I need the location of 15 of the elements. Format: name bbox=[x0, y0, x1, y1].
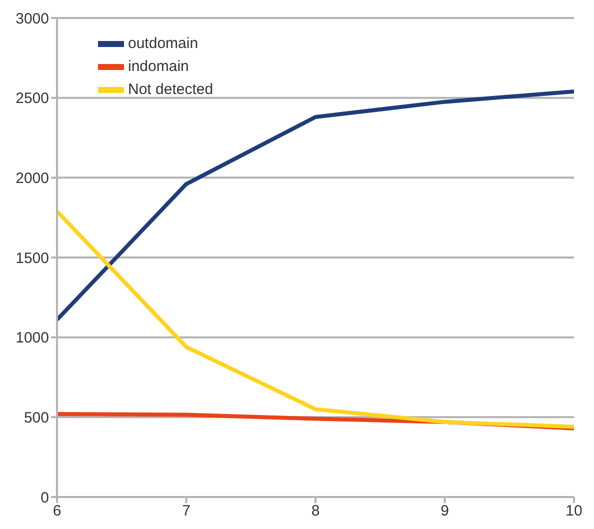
x-tick-label: 8 bbox=[311, 502, 320, 520]
x-tick-label: 10 bbox=[566, 502, 582, 520]
x-tick-label: 6 bbox=[52, 502, 62, 520]
y-tick-label: 0 bbox=[40, 489, 49, 506]
legend-label: indomain bbox=[128, 58, 189, 75]
legend-label: Not detected bbox=[128, 81, 214, 98]
y-tick-label: 1000 bbox=[16, 330, 49, 347]
y-tick-label: 500 bbox=[24, 409, 49, 426]
y-tick-label: 1500 bbox=[16, 250, 49, 267]
y-tick-label: 2000 bbox=[16, 170, 49, 187]
y-tick-label: 3000 bbox=[16, 10, 49, 28]
x-tick-label: 9 bbox=[440, 502, 449, 520]
x-tick-label: 7 bbox=[182, 502, 190, 520]
legend-label: outdomain bbox=[128, 35, 198, 52]
y-tick-label: 2500 bbox=[16, 90, 49, 108]
